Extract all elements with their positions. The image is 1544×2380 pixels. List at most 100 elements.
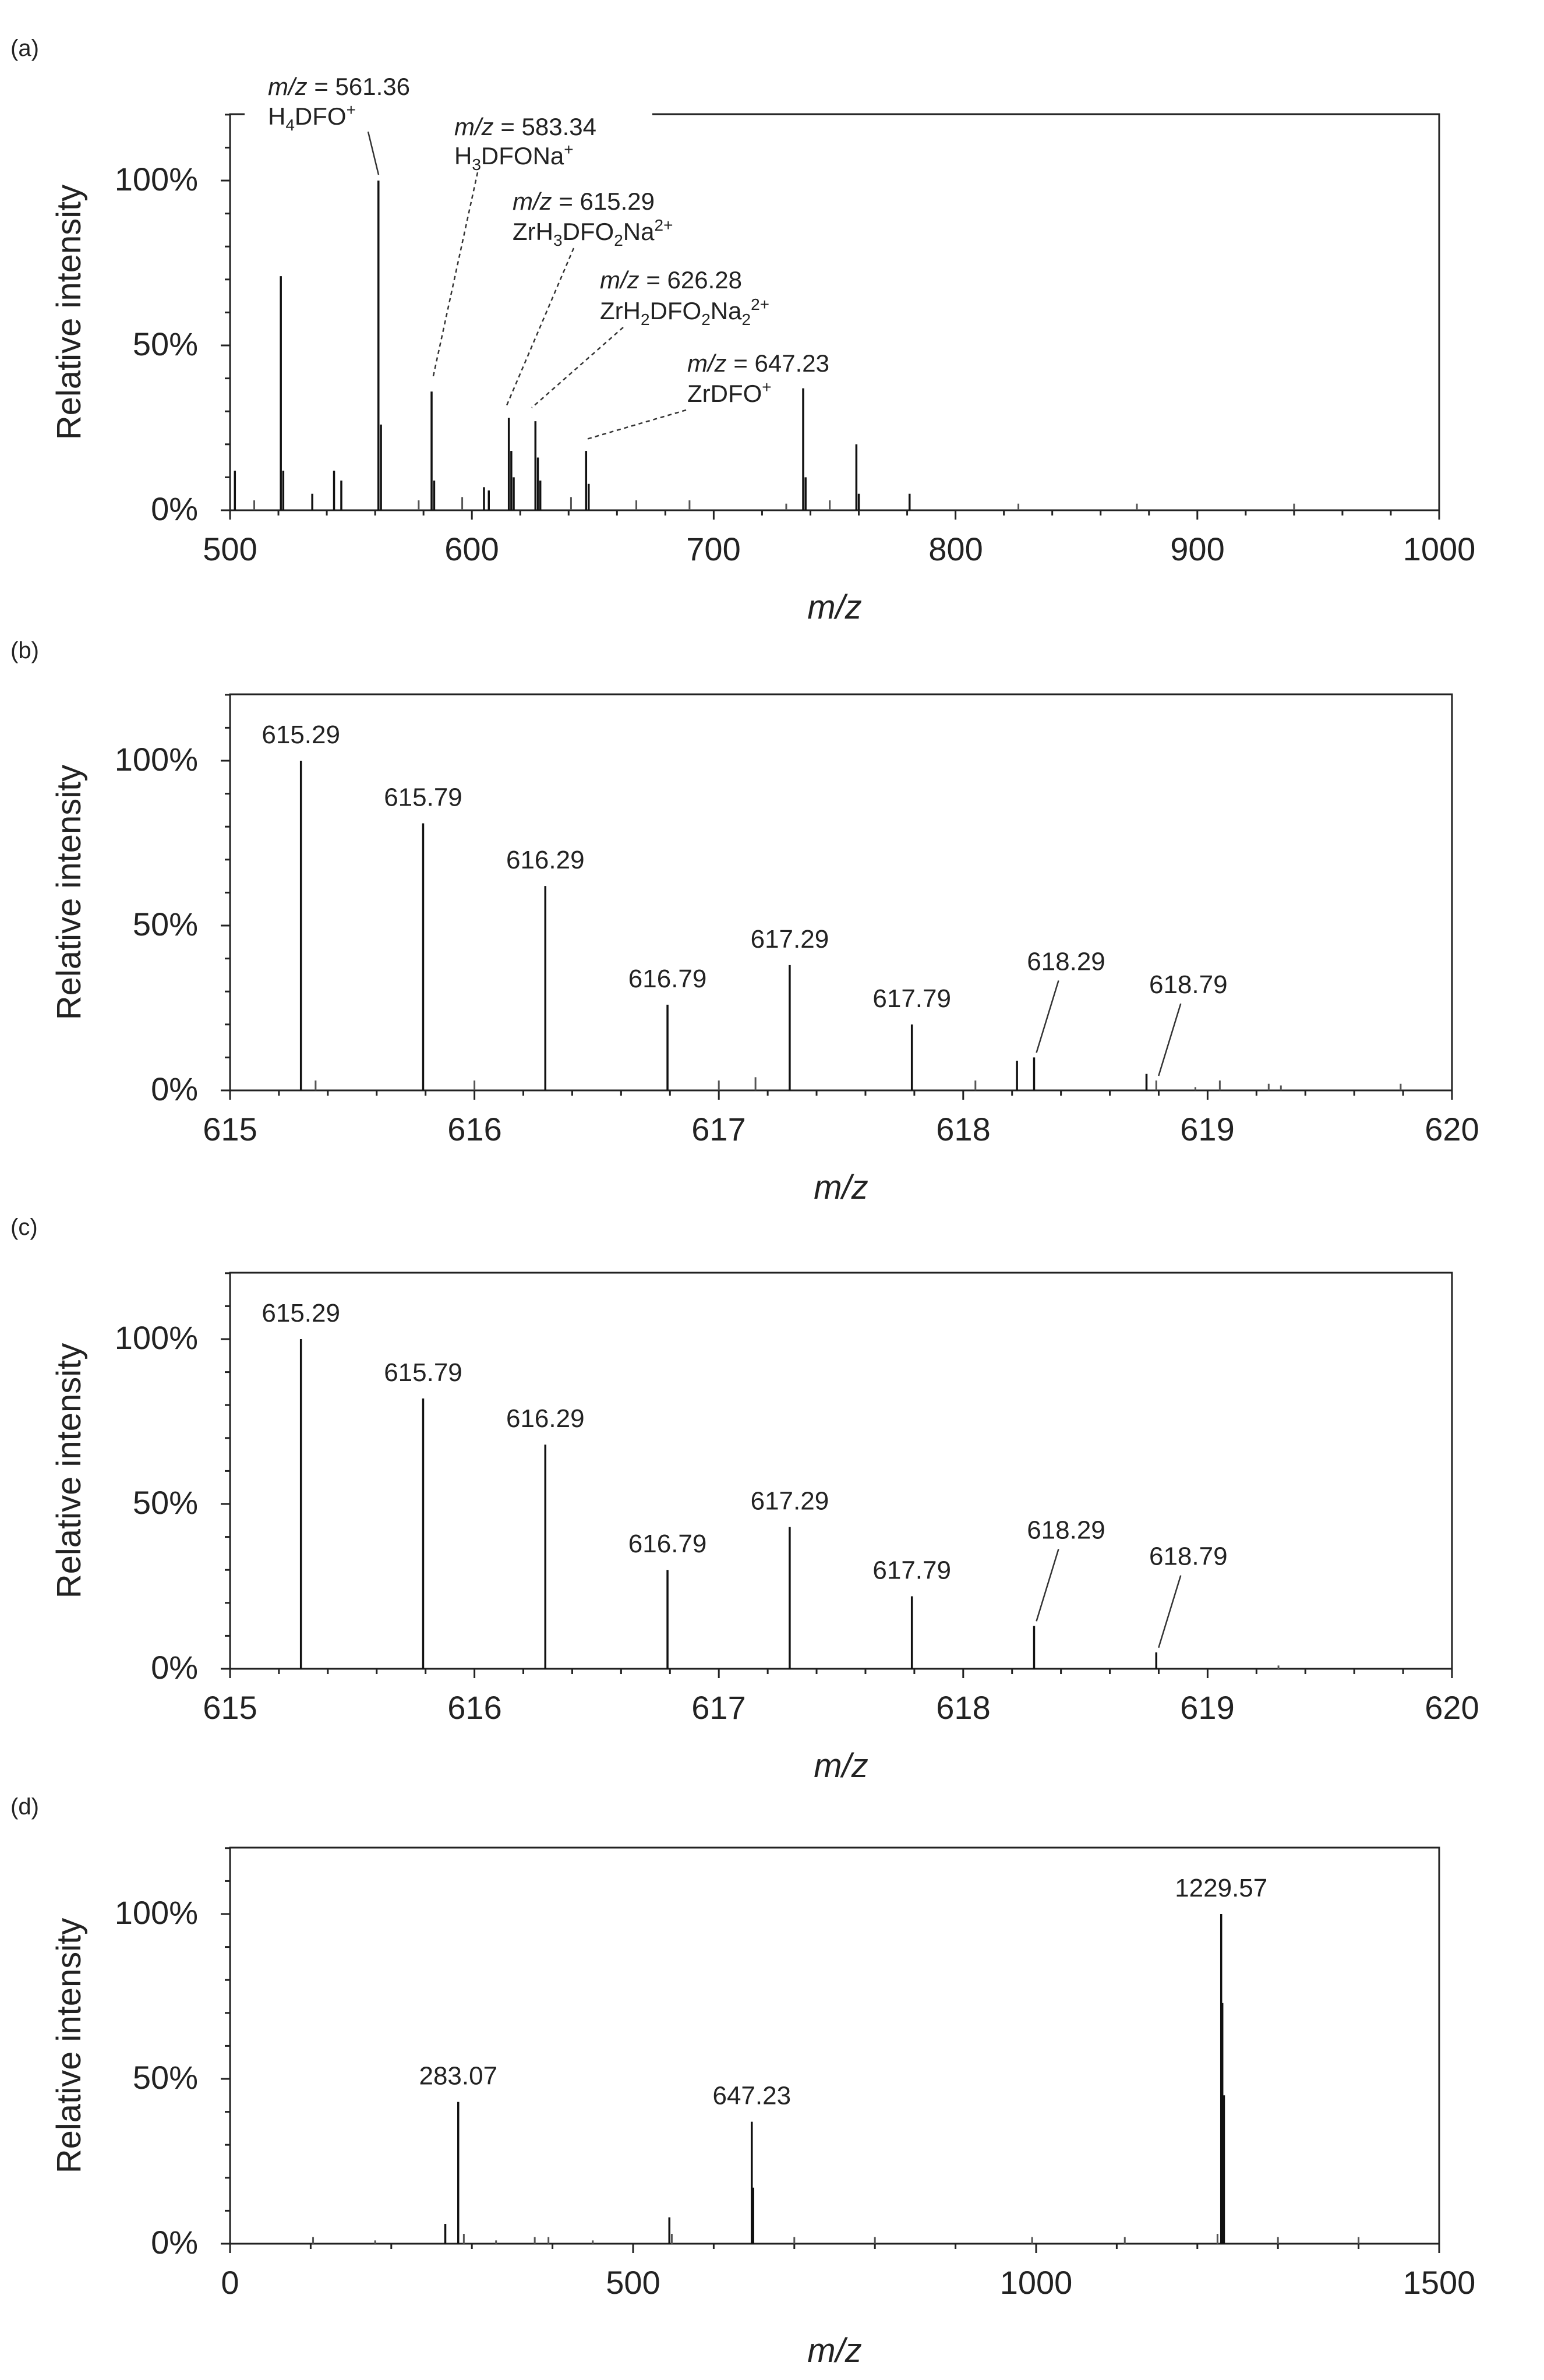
panel-c-xtick-620: 620 xyxy=(1425,1689,1479,1726)
panel-b-xtick-618: 618 xyxy=(936,1111,990,1147)
ann-626-leader xyxy=(531,327,624,408)
panel-c-y-tick-labels: 0% 50% 100% xyxy=(115,1319,198,1686)
ann-647-value: = 647.23 xyxy=(733,349,829,377)
panel-c-xtick-619: 619 xyxy=(1180,1689,1234,1726)
panel-d-xtick-500: 500 xyxy=(606,2264,660,2301)
panel-d-y-axis-title: Relative intensity xyxy=(50,1918,88,2173)
svg-text:m/z = 583.34: m/z = 583.34 xyxy=(454,113,596,140)
panel-b: (b) 615.29 615.79 616.29 616.79 617.29 617.79… xyxy=(10,638,1479,1206)
panel-b-peak-label: 615.29 xyxy=(262,721,340,749)
panel-c-peak-leader xyxy=(1158,1575,1182,1648)
panel-c-peak-label: 617.79 xyxy=(872,1556,951,1584)
panel-b-label: (b) xyxy=(10,638,39,663)
panel-d-ticks xyxy=(221,1847,1440,2253)
panel-b-xtick-620: 620 xyxy=(1425,1111,1479,1147)
panel-d-peaks xyxy=(312,1914,1360,2244)
panel-a-xtick-1000: 1000 xyxy=(1403,531,1476,567)
panel-a-y-axis-title: Relative intensity xyxy=(50,185,88,440)
panel-c-xtick-615: 615 xyxy=(203,1689,257,1726)
ann-626-mz: m/z xyxy=(600,266,639,294)
panel-d-x-tick-labels: 0 500 1000 1500 xyxy=(221,2264,1475,2301)
panel-c-peak-label: 618.29 xyxy=(1027,1516,1105,1544)
panel-d-peak-labels: 283.07 647.23 1229.57 xyxy=(419,1874,1267,2110)
ann-583-leader xyxy=(432,172,479,379)
panel-b-xtick-619: 619 xyxy=(1180,1111,1234,1147)
panel-b-peak-leader xyxy=(1036,980,1059,1053)
panel-d-ytick-50: 50% xyxy=(133,2059,198,2096)
panel-c-xtick-617: 617 xyxy=(691,1689,745,1726)
panel-a-annotation-583: m/z = 583.34 H3DFONa+ xyxy=(432,113,596,379)
panel-c-label: (c) xyxy=(10,1214,38,1240)
ann-583-mz: m/z xyxy=(454,113,494,140)
panel-a-ticks xyxy=(221,114,1440,520)
panel-b-peak-label: 618.79 xyxy=(1149,970,1228,999)
panel-c-x-axis-title: m/z xyxy=(814,1747,868,1785)
panel-b-ytick-100: 100% xyxy=(115,741,198,778)
svg-text:m/z = 561.36: m/z = 561.36 xyxy=(268,73,410,100)
panel-b-xtick-617: 617 xyxy=(691,1111,745,1147)
panel-c-peak-label: 616.29 xyxy=(506,1404,585,1433)
panel-a-y-tick-labels: 0% 50% 100% xyxy=(115,161,198,527)
panel-d-x-axis-title: m/z xyxy=(807,2332,861,2370)
ann-626-formula: ZrH2DFO2Na22+ xyxy=(600,295,769,329)
panel-b-peak-label: 615.79 xyxy=(384,783,462,812)
panel-b-peak-leader xyxy=(1158,1003,1182,1076)
panel-b-peak-label: 617.79 xyxy=(872,984,951,1013)
panel-b-peak-label: 617.29 xyxy=(751,925,829,954)
panel-c-peak-label: 615.29 xyxy=(262,1299,340,1327)
panel-a-annotation-626: m/z = 626.28 ZrH2DFO2Na22+ xyxy=(531,266,769,408)
svg-text:m/z = 626.28: m/z = 626.28 xyxy=(600,266,742,294)
panel-b-peak-label: 618.29 xyxy=(1027,947,1105,976)
panel-c-peak-labels: 615.29 615.79 616.29 616.79 617.29 617.79 618.… xyxy=(262,1299,1228,1648)
panel-b-ytick-50: 50% xyxy=(133,906,198,942)
panel-c-peak-label: 616.79 xyxy=(628,1530,707,1558)
panel-a-x-tick-labels: 500 600 700 800 900 1000 xyxy=(203,531,1475,567)
panel-c-peaks xyxy=(299,1339,1280,1669)
ann-583-formula: H3DFONa+ xyxy=(454,140,574,174)
ann-647-formula: ZrDFO+ xyxy=(687,378,772,407)
panel-c-ticks xyxy=(221,1272,1453,1678)
panel-d-peak-label: 283.07 xyxy=(419,2062,497,2091)
panel-a-annotation-561: m/z = 561.36 H4DFO+ xyxy=(268,73,410,175)
panel-d-peak-label: 1229.57 xyxy=(1175,1874,1267,1902)
panel-c-peak-label: 617.29 xyxy=(751,1487,829,1516)
panel-b-peak-labels: 615.29 615.79 616.29 616.79 617.29 617.79 618.… xyxy=(262,721,1228,1076)
svg-text:m/z = 615.29: m/z = 615.29 xyxy=(513,188,655,215)
panel-b-y-axis-title: Relative intensity xyxy=(50,765,88,1020)
ann-615-formula: ZrH3DFO2Na2+ xyxy=(513,216,673,249)
panel-c-peak-label: 618.79 xyxy=(1149,1542,1228,1571)
ann-615-leader xyxy=(506,248,575,406)
panel-c-xtick-616: 616 xyxy=(447,1689,501,1726)
panel-a-xtick-900: 900 xyxy=(1170,531,1224,567)
panel-c-peak-leader xyxy=(1036,1549,1059,1622)
panel-a-label: (a) xyxy=(10,36,39,61)
panel-c-y-axis-title: Relative intensity xyxy=(50,1343,88,1598)
svg-text:m/z = 647.23: m/z = 647.23 xyxy=(687,349,829,377)
panel-c-ytick-100: 100% xyxy=(115,1319,198,1356)
panel-d-xtick-1500: 1500 xyxy=(1403,2264,1476,2301)
panel-a-annotation-mask xyxy=(245,63,652,116)
panel-b-ytick-0: 0% xyxy=(151,1071,198,1107)
ann-561-mz: m/z xyxy=(268,73,308,100)
panel-d-ytick-0: 0% xyxy=(151,2224,198,2261)
ann-561-formula: H4DFO+ xyxy=(268,101,356,134)
panel-a-ytick-0: 0% xyxy=(151,490,198,527)
panel-c-ytick-50: 50% xyxy=(133,1484,198,1521)
panel-d-label: (d) xyxy=(10,1794,39,1820)
panel-b-x-tick-labels: 615 616 617 618 619 620 xyxy=(203,1111,1479,1147)
panel-a-ytick-50: 50% xyxy=(133,326,198,362)
panel-c-xtick-618: 618 xyxy=(936,1689,990,1726)
ann-561-value: = 561.36 xyxy=(314,73,410,100)
panel-d: (d) 283.07 647.23 1229.57 0% 50% 100% 0 50… xyxy=(10,1794,1475,2370)
panel-c-peak-label: 615.79 xyxy=(384,1358,462,1387)
panel-b-y-tick-labels: 0% 50% 100% xyxy=(115,741,198,1107)
panel-a-annotation-615: m/z = 615.29 ZrH3DFO2Na2+ xyxy=(506,188,673,406)
panel-a-ytick-100: 100% xyxy=(115,161,198,197)
ann-615-mz: m/z xyxy=(513,188,552,215)
panel-a-frame xyxy=(229,113,1440,511)
panel-c-x-tick-labels: 615 616 617 618 619 620 xyxy=(203,1689,1479,1726)
panel-a-xtick-500: 500 xyxy=(203,531,257,567)
panel-a-xtick-700: 700 xyxy=(686,531,740,567)
panel-a-x-axis-title: m/z xyxy=(807,588,861,626)
